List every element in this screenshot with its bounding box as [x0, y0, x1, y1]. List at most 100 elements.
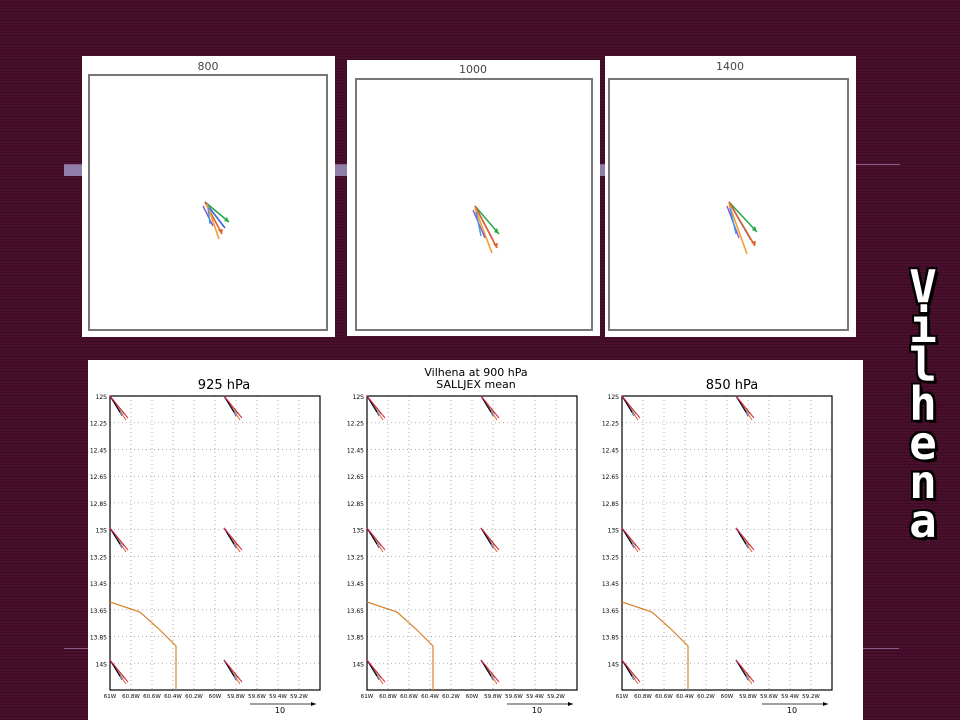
x-tick-label: 59.8W: [739, 694, 757, 700]
x-tick-label: 59.4W: [781, 694, 799, 700]
x-tick-label: 61W: [616, 694, 629, 700]
title-letter: l: [909, 338, 937, 392]
wind-vector: [735, 395, 755, 419]
map-panels: 12S 12.25 12.45 12.65 12.85 13S 13.25 13.45 13.6…: [90, 394, 833, 715]
decorative-line-bottom: [64, 648, 88, 649]
terrain-contour: [621, 601, 689, 690]
figure-title-line2: SALLJEX mean: [436, 378, 515, 391]
x-tick-label: 59.6W: [505, 694, 523, 700]
y-tick-label: 12.45: [602, 447, 619, 454]
wind-vector: [366, 659, 386, 683]
panel-label: 800: [198, 60, 219, 73]
scale-label: 10: [787, 706, 797, 715]
title-letter: V: [909, 260, 937, 314]
y-tick-label: 13.85: [602, 635, 619, 642]
y-tick-label: 13S: [96, 528, 108, 535]
wind-vector: [109, 527, 129, 551]
y-tick-label: 13.45: [347, 581, 364, 588]
y-tick-label: 13.65: [347, 608, 364, 615]
wind-vector: [109, 395, 129, 419]
wind-vector: [621, 527, 641, 551]
x-tick-label: 60.2W: [442, 694, 460, 700]
hodograph-1400-svg: 1400: [608, 60, 849, 331]
title-letter: h: [909, 377, 937, 431]
x-tick-label: 59.4W: [526, 694, 544, 700]
y-tick-label: 12.85: [90, 501, 107, 508]
map-panel-0: 12S 12.25 12.45 12.65 12.85 13S 13.25 13.45 13.6…: [90, 394, 321, 715]
x-tick-label: 60.8W: [379, 694, 397, 700]
scale-arrowhead: [568, 702, 573, 706]
hodograph-panel-1000: 1000: [347, 60, 600, 336]
wind-vector-cluster: [223, 659, 243, 685]
figure-title-line1: Vilhena at 900 hPa: [424, 366, 527, 379]
y-tick-label: 13.45: [602, 581, 619, 588]
wind-vector-cluster: [621, 659, 641, 685]
wind-vector-cluster: [480, 659, 500, 685]
wind-vector-cluster: [223, 527, 243, 553]
wind-vector-cluster: [109, 527, 129, 553]
scale-arrowhead: [823, 702, 828, 706]
panel-title-850: 850 hPa: [706, 378, 758, 393]
wind-vectors: [726, 201, 758, 255]
y-tick-label: 13S: [608, 528, 620, 535]
wind-maps-panel: Vilhena at 900 hPa SALLJEX mean 925 hPa …: [88, 360, 863, 720]
wind-vector-cluster: [109, 659, 129, 685]
wind-vector: [223, 395, 243, 419]
terrain-contour: [109, 601, 177, 690]
y-tick-label: 13.85: [347, 635, 364, 642]
hodograph-800-svg: 800: [88, 60, 328, 331]
x-tick-label: 59.8W: [227, 694, 245, 700]
plot-frame: [608, 78, 849, 331]
wind-vector-cluster: [109, 395, 129, 421]
hodograph-panel-800: 800: [82, 56, 335, 337]
x-tick-label: 60.2W: [697, 694, 715, 700]
wind-maps-svg: Vilhena at 900 hPa SALLJEX mean 925 hPa …: [90, 366, 833, 715]
x-tick-label: 59.2W: [547, 694, 565, 700]
y-tick-label: 12.85: [602, 501, 619, 508]
decorative-line-bottom-right: [863, 648, 899, 649]
x-tick-label: 60.8W: [634, 694, 652, 700]
wind-vector: [366, 395, 386, 419]
panel-label: 1000: [459, 63, 487, 76]
y-tick-label: 12.45: [347, 447, 364, 454]
scale-arrowhead: [311, 702, 316, 706]
y-tick-label: 13.85: [90, 635, 107, 642]
decorative-block-mid1: [335, 165, 347, 176]
wind-vector-cluster: [366, 659, 386, 685]
x-tick-label: 60.2W: [185, 694, 203, 700]
y-tick-label: 13S: [353, 528, 365, 535]
wind-vector-cluster: [735, 527, 755, 553]
decorative-block-mid2: [600, 165, 606, 176]
x-tick-label: 60.4W: [676, 694, 694, 700]
panel-label: 1400: [716, 60, 744, 73]
wind-vectors: [472, 205, 500, 254]
wind-vector: [223, 527, 243, 551]
y-tick-label: 13.25: [347, 554, 364, 561]
wind-vector: [480, 527, 500, 551]
y-tick-label: 12.25: [90, 421, 107, 428]
wind-vector-cluster: [621, 527, 641, 553]
vertical-title: V i l h e n a: [893, 260, 953, 544]
terrain-contour: [366, 601, 434, 690]
x-tick-label: 60W: [466, 694, 479, 700]
wind-vector-cluster: [366, 527, 386, 553]
map-frame: [366, 395, 578, 691]
wind-vector-cluster: [735, 659, 755, 685]
decorative-block-left: [64, 165, 82, 176]
y-tick-label: 12.45: [90, 447, 107, 454]
x-tick-label: 59.4W: [269, 694, 287, 700]
x-tick-label: 59.2W: [290, 694, 308, 700]
hodograph-1000-svg: 1000: [355, 63, 593, 331]
y-tick-label: 12S: [608, 394, 620, 401]
wind-vectors: [202, 201, 230, 240]
map-panel-1: 12S 12.25 12.45 12.65 12.85 13S 13.25 13.45 13.6…: [347, 394, 578, 715]
plot-frame: [355, 78, 593, 331]
y-tick-label: 14S: [353, 661, 365, 668]
hodograph-panel-1400: 1400: [605, 56, 856, 337]
y-tick-label: 12.65: [602, 474, 619, 481]
map-frame: [109, 395, 321, 691]
wind-vector-cluster: [223, 395, 243, 421]
y-tick-label: 12.25: [347, 421, 364, 428]
wind-vector: [621, 659, 641, 683]
wind-vector: [480, 659, 500, 683]
